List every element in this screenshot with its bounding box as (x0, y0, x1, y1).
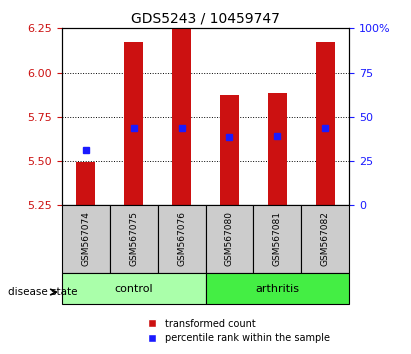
Bar (62, 273, 206, 304)
Bar (220, 95, 239, 205)
Bar (76, 162, 95, 205)
Title: GDS5243 / 10459747: GDS5243 / 10459747 (131, 12, 280, 26)
Bar (172, 28, 191, 205)
Text: GSM567075: GSM567075 (129, 211, 138, 267)
Text: arthritis: arthritis (255, 284, 300, 293)
Bar (62, 205, 110, 273)
Bar (110, 205, 157, 273)
Bar (254, 205, 301, 273)
Text: GSM567082: GSM567082 (321, 211, 330, 267)
Text: GSM567080: GSM567080 (225, 211, 234, 267)
Text: GSM567081: GSM567081 (273, 211, 282, 267)
Text: GSM567074: GSM567074 (81, 211, 90, 267)
Bar (206, 273, 349, 304)
Text: disease state: disease state (8, 287, 78, 297)
Text: GSM567076: GSM567076 (177, 211, 186, 267)
Bar (206, 205, 254, 273)
Bar (124, 42, 143, 205)
Bar (268, 93, 287, 205)
Bar (157, 205, 206, 273)
Bar (316, 42, 335, 205)
Bar (301, 205, 349, 273)
Text: control: control (114, 284, 153, 293)
Legend: transformed count, percentile rank within the sample: transformed count, percentile rank withi… (143, 315, 333, 347)
